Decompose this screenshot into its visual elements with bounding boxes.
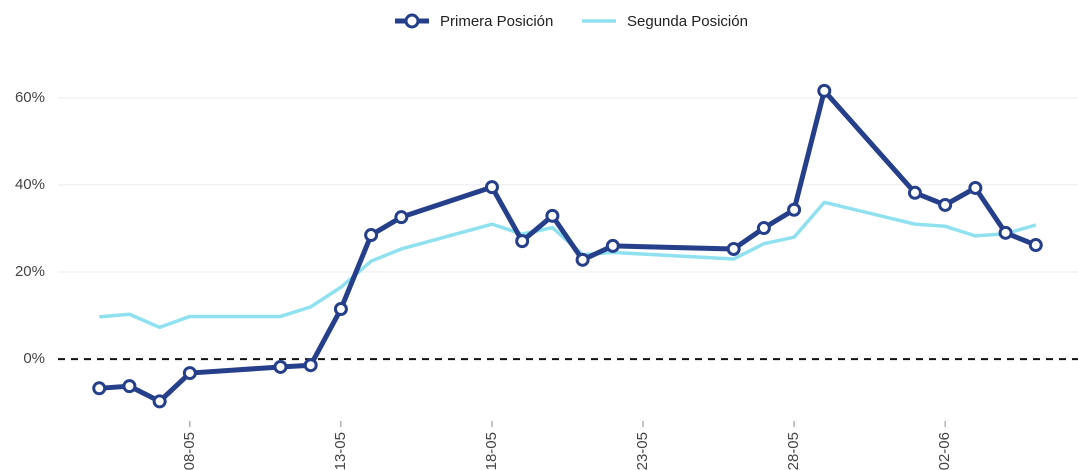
point [303, 358, 318, 373]
point [273, 359, 288, 374]
legend-marker [404, 13, 420, 29]
point [726, 241, 741, 256]
point [333, 302, 348, 317]
point [152, 394, 167, 409]
y-tick-label: 20% [15, 263, 45, 280]
point [545, 208, 560, 223]
x-tick-label: 18-05 [483, 432, 500, 470]
point [605, 238, 620, 253]
point [907, 185, 922, 200]
point [938, 197, 953, 212]
point [756, 221, 771, 236]
point [817, 83, 832, 98]
x-tick-label: 08-05 [181, 432, 198, 470]
x-tick-label: 28-05 [785, 432, 802, 470]
point [484, 180, 499, 195]
legend-label: Primera Posición [440, 13, 553, 30]
point [394, 210, 409, 225]
point [1028, 238, 1043, 253]
point [998, 225, 1013, 240]
legend-label: Segunda Posición [627, 13, 748, 30]
point [787, 202, 802, 217]
x-tick-label: 13-05 [332, 432, 349, 470]
x-tick-label: 23-05 [634, 432, 651, 470]
x-tick-label: 02-06 [936, 432, 953, 470]
point [364, 228, 379, 243]
y-tick-label: 0% [23, 350, 45, 367]
point [122, 379, 137, 394]
point [182, 366, 197, 381]
point [575, 252, 590, 267]
y-tick-label: 40% [15, 176, 45, 193]
legend: Primera Posición Segunda Posición [395, 13, 748, 30]
series-line [99, 200, 1037, 330]
point [515, 234, 530, 249]
y-tick-label: 60% [15, 89, 45, 106]
point [92, 381, 107, 396]
point [968, 180, 983, 195]
series-line [99, 88, 1037, 404]
